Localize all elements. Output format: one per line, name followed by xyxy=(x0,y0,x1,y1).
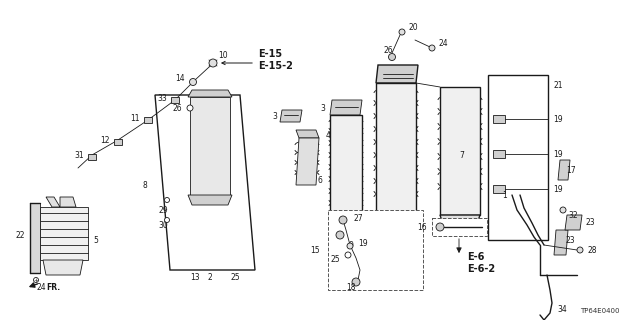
Text: 34: 34 xyxy=(557,306,567,315)
Polygon shape xyxy=(43,260,83,275)
Text: 30: 30 xyxy=(158,220,168,229)
Polygon shape xyxy=(440,215,480,230)
Polygon shape xyxy=(188,195,232,205)
Text: 8: 8 xyxy=(142,180,147,189)
Text: 10: 10 xyxy=(218,51,228,60)
Text: 15: 15 xyxy=(310,245,320,254)
Text: 17: 17 xyxy=(566,165,575,174)
Text: 33: 33 xyxy=(157,93,167,102)
Polygon shape xyxy=(330,100,362,115)
Circle shape xyxy=(164,197,170,203)
Polygon shape xyxy=(296,130,319,138)
Text: 28: 28 xyxy=(587,245,596,254)
Bar xyxy=(114,139,122,145)
Bar xyxy=(493,115,505,123)
Text: 7: 7 xyxy=(460,150,465,159)
Polygon shape xyxy=(376,65,418,83)
Bar xyxy=(328,210,423,290)
Polygon shape xyxy=(30,203,40,273)
Polygon shape xyxy=(190,97,230,195)
Circle shape xyxy=(345,252,351,258)
Text: 22: 22 xyxy=(15,230,25,239)
Circle shape xyxy=(189,78,196,85)
Text: 23: 23 xyxy=(585,218,595,227)
Polygon shape xyxy=(330,115,362,220)
Text: 14: 14 xyxy=(175,74,185,83)
Ellipse shape xyxy=(202,131,218,159)
Text: 11: 11 xyxy=(131,114,140,123)
Text: 18: 18 xyxy=(346,284,355,292)
Circle shape xyxy=(577,247,583,253)
Text: 4: 4 xyxy=(326,131,331,140)
Polygon shape xyxy=(330,220,362,238)
Text: FR.: FR. xyxy=(46,283,60,292)
Circle shape xyxy=(336,231,344,239)
Circle shape xyxy=(187,105,193,111)
Text: 3: 3 xyxy=(272,111,277,121)
Polygon shape xyxy=(40,207,88,260)
Text: 29: 29 xyxy=(158,205,168,214)
Circle shape xyxy=(339,216,347,224)
Bar xyxy=(88,154,96,160)
Text: 2: 2 xyxy=(207,274,212,283)
Text: 31: 31 xyxy=(74,150,84,159)
Text: 5: 5 xyxy=(93,236,99,244)
Circle shape xyxy=(429,45,435,51)
Polygon shape xyxy=(376,215,416,233)
Bar xyxy=(432,218,487,236)
Text: 12: 12 xyxy=(100,135,110,145)
Text: 26: 26 xyxy=(172,103,182,113)
Text: 27: 27 xyxy=(353,213,363,222)
Text: 26: 26 xyxy=(383,45,393,54)
Polygon shape xyxy=(296,138,319,185)
Circle shape xyxy=(399,29,405,35)
Text: 25: 25 xyxy=(330,255,340,265)
Bar xyxy=(488,75,548,240)
Text: 32: 32 xyxy=(568,211,578,220)
Text: 6: 6 xyxy=(317,175,322,185)
Text: E-15
E-15-2: E-15 E-15-2 xyxy=(258,49,293,71)
Circle shape xyxy=(560,207,566,213)
Circle shape xyxy=(436,223,444,231)
Text: 24: 24 xyxy=(36,284,46,292)
Polygon shape xyxy=(440,87,480,215)
Bar xyxy=(493,150,505,158)
Text: 16: 16 xyxy=(417,222,427,231)
Text: 19: 19 xyxy=(553,149,563,158)
Circle shape xyxy=(209,59,217,67)
Text: 21: 21 xyxy=(553,81,563,90)
Text: 19: 19 xyxy=(553,115,563,124)
Polygon shape xyxy=(376,83,416,215)
Bar xyxy=(493,185,505,193)
Text: 13: 13 xyxy=(190,274,200,283)
Text: 20: 20 xyxy=(408,22,418,31)
Text: +: + xyxy=(34,277,38,283)
Polygon shape xyxy=(155,95,255,270)
Polygon shape xyxy=(280,110,302,122)
Polygon shape xyxy=(46,197,60,207)
Text: E-6
E-6-2: E-6 E-6-2 xyxy=(467,252,495,274)
Polygon shape xyxy=(558,160,570,180)
Polygon shape xyxy=(60,197,76,207)
Circle shape xyxy=(347,243,353,249)
Circle shape xyxy=(352,278,360,286)
Circle shape xyxy=(164,218,170,222)
Polygon shape xyxy=(565,215,582,230)
Text: 3: 3 xyxy=(320,103,325,113)
Bar xyxy=(144,117,152,123)
Text: 25: 25 xyxy=(230,274,240,283)
Text: 23: 23 xyxy=(566,236,575,244)
Circle shape xyxy=(388,53,396,60)
Circle shape xyxy=(33,277,38,283)
Text: 19: 19 xyxy=(358,238,367,247)
Text: 1: 1 xyxy=(502,190,507,199)
Text: 19: 19 xyxy=(553,185,563,194)
Polygon shape xyxy=(188,90,232,97)
Text: TP64E0400: TP64E0400 xyxy=(580,308,620,314)
Text: 24: 24 xyxy=(438,38,447,47)
Text: 9: 9 xyxy=(348,241,353,250)
Polygon shape xyxy=(554,230,568,255)
Bar xyxy=(171,97,179,103)
